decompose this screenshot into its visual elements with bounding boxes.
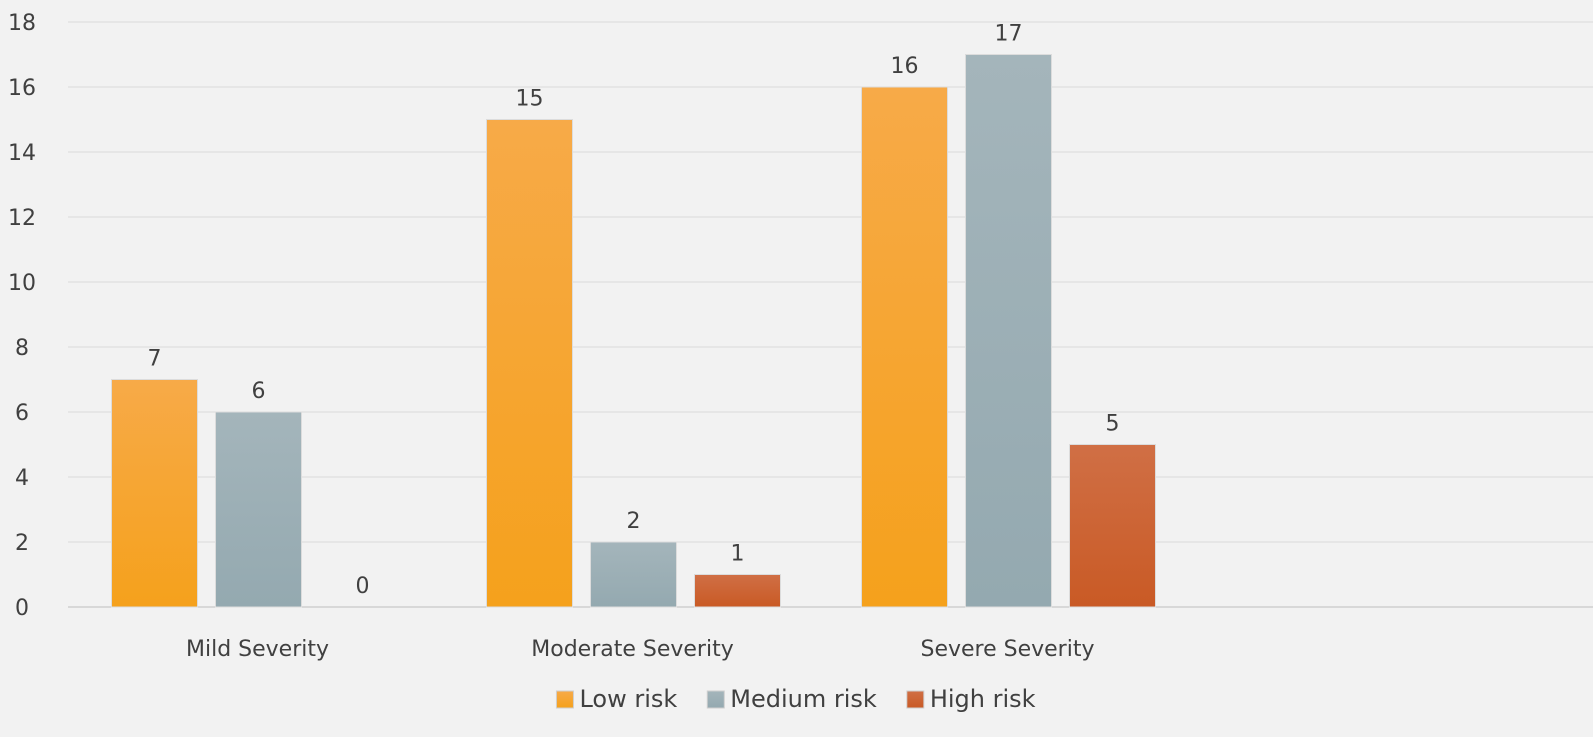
legend-label: High risk xyxy=(930,685,1036,713)
y-tick-label: 14 xyxy=(8,141,36,166)
data-label: 16 xyxy=(891,54,919,79)
y-tick-label: 8 xyxy=(15,336,29,361)
y-tick-label: 16 xyxy=(8,76,36,101)
data-label: 6 xyxy=(252,379,266,404)
data-label: 2 xyxy=(627,509,641,534)
y-tick-label: 0 xyxy=(15,596,29,621)
y-axis: 0 2 4 6 8 10 12 14 16 18 xyxy=(8,11,36,621)
legend-swatch xyxy=(906,690,925,709)
y-tick-label: 4 xyxy=(15,466,29,491)
data-label: 17 xyxy=(995,22,1023,47)
data-label: 1 xyxy=(731,542,745,567)
legend-label: Medium risk xyxy=(730,685,877,713)
legend: Low risk Medium risk High risk xyxy=(555,685,1036,713)
data-label: 7 xyxy=(148,347,162,372)
bar-high-risk xyxy=(1069,444,1156,608)
bar-high-risk xyxy=(694,574,781,608)
x-category-label: Moderate Severity xyxy=(531,637,733,662)
data-label: 0 xyxy=(356,574,370,599)
y-tick-label: 18 xyxy=(8,11,36,36)
y-tick-label: 10 xyxy=(8,271,36,296)
bar-medium-risk xyxy=(965,54,1052,608)
x-axis: Mild Severity Moderate Severity Severe Sev… xyxy=(186,637,1095,662)
y-tick-label: 12 xyxy=(8,206,36,231)
data-label: 5 xyxy=(1106,412,1120,437)
legend-label: Low risk xyxy=(579,685,677,713)
legend-swatch xyxy=(706,690,725,709)
x-category-label: Mild Severity xyxy=(186,637,329,662)
gridlines xyxy=(68,21,1593,608)
bar-medium-risk xyxy=(590,541,677,608)
data-label: 15 xyxy=(516,87,544,112)
y-tick-label: 6 xyxy=(15,401,29,426)
legend-swatch xyxy=(555,690,574,709)
bar-low-risk xyxy=(486,119,573,608)
bars xyxy=(111,54,1156,608)
y-tick-label: 2 xyxy=(15,531,29,556)
bar-medium-risk xyxy=(215,411,302,608)
x-category-label: Severe Severity xyxy=(920,637,1094,662)
data-labels: 7 6 0 15 2 1 16 17 5 xyxy=(148,22,1120,600)
bar-low-risk xyxy=(111,379,198,608)
bar-low-risk xyxy=(861,86,948,608)
